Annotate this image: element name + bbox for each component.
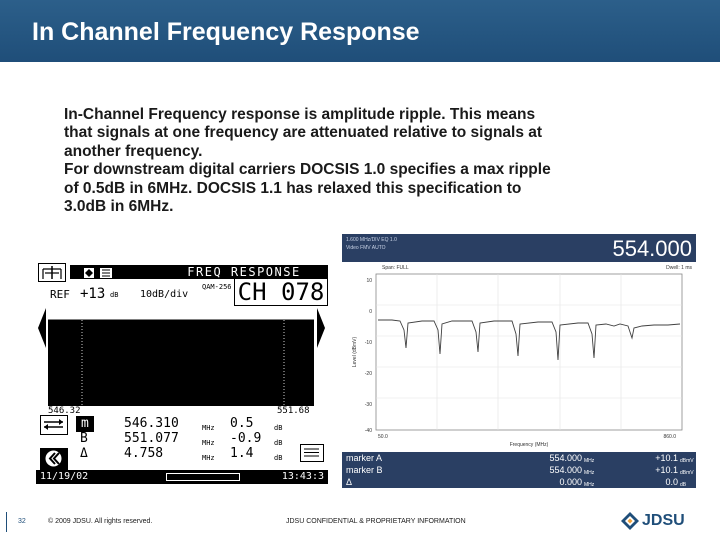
footer-divider — [6, 512, 7, 532]
marker-level-unit: dB — [274, 424, 283, 432]
meter-status-bar: 11/19/02 13:43:3 — [36, 470, 328, 484]
y-tick: -40 — [365, 428, 372, 434]
marker-label: Δ — [80, 446, 88, 461]
stop-frequency: 551.68 — [277, 406, 310, 416]
marker-level: 0.0 — [665, 477, 678, 487]
marker-label: m — [76, 416, 94, 432]
battery-icon — [166, 473, 240, 481]
meter-date: 11/19/02 — [40, 471, 89, 482]
body-text: In-Channel Frequency response is amplitu… — [64, 106, 551, 216]
spectrum-analyzer-screen: 1.600 MHz/DIV EQ 1.0 Video FMV AUTO 554.… — [342, 234, 696, 488]
analyzer-video-settings: Video FMV AUTO — [346, 245, 386, 251]
y-axis-label: Level (dBmV) — [352, 337, 358, 368]
marker-level-unit: dB — [680, 482, 687, 488]
y-tick: -10 — [365, 340, 372, 346]
modulation-label: QAM-256 — [202, 283, 232, 291]
marker-frequency-unit: MHz — [202, 454, 215, 462]
analyzer-plot: 10 0 -10 -20 -30 -40 50.0 860.0 Frequenc… — [352, 273, 683, 448]
marker-frequency-unit: MHz — [202, 439, 215, 447]
marker-level: -0.9 — [230, 431, 262, 446]
copyright-notice: © 2009 JDSU. All rights reserved. — [48, 518, 153, 525]
x-axis-label: Frequency (MHz) — [510, 442, 549, 448]
meter-mode-title: FREQ RESPONSE — [160, 265, 328, 279]
jdsu-logo-icon — [621, 512, 639, 530]
marker-frequency: 554.000 — [549, 465, 582, 475]
analyzer-marker-a-row: marker A 554.000 MHz +10.1 dBmV — [342, 452, 696, 464]
marker-frequency: 551.077 — [124, 431, 179, 446]
marker-frequency: 0.000 — [559, 477, 582, 487]
response-trace — [378, 319, 681, 361]
x-tick: 860.0 — [663, 434, 676, 440]
slide-header: In Channel Frequency Response — [0, 0, 720, 62]
ref-label: REF — [50, 288, 70, 301]
slide-title: In Channel Frequency Response — [32, 18, 420, 46]
start-frequency: 546.32 — [48, 406, 81, 416]
y-tick: -20 — [365, 371, 372, 377]
marker-level: +10.1 — [655, 453, 678, 463]
y-tick: 0 — [369, 309, 372, 315]
analyzer-header: 1.600 MHz/DIV EQ 1.0 Video FMV AUTO 554.… — [342, 234, 696, 262]
y-tick: -30 — [365, 402, 372, 408]
arrow-left-icon[interactable] — [37, 306, 47, 350]
ref-unit: dB — [110, 291, 119, 299]
marker-frequency-unit: MHz — [584, 458, 595, 464]
marker-frequency-unit: MHz — [202, 424, 215, 432]
ref-value: +13 — [80, 286, 106, 302]
analyzer-settings: 1.600 MHz/DIV EQ 1.0 — [346, 237, 397, 243]
marker-label: B — [80, 431, 88, 446]
meter-time: 13:43:3 — [281, 471, 324, 482]
scale-value: 10dB/div — [140, 289, 189, 300]
marker-row-delta: Δ 4.758 MHz 1.4 dB — [72, 446, 300, 462]
dwell-label: Dwell: 1 ms — [666, 265, 692, 271]
analyzer-marker-delta-row: Δ 0.000 MHz 0.0 dB — [342, 476, 696, 488]
jdsu-logo: JDSU — [620, 508, 704, 536]
arrow-right-icon[interactable] — [316, 306, 326, 350]
marker-level-unit: dB — [274, 454, 283, 462]
marker-icon[interactable] — [40, 415, 68, 435]
marker-level-unit: dBmV — [680, 458, 694, 464]
page-number: 32 — [18, 518, 26, 525]
meter-top-bar: FREQ RESPONSE — [36, 262, 328, 282]
y-tick: 10 — [366, 278, 372, 284]
channel-display: CH 078 — [234, 278, 328, 306]
marker-frequency: 4.758 — [124, 446, 164, 461]
x-tick: 50.0 — [378, 434, 388, 440]
marker-row-m: m 546.310 MHz 0.5 dB — [72, 416, 300, 432]
confidential-notice: JDSU CONFIDENTIAL & PROPRIETARY INFORMAT… — [286, 518, 466, 525]
marker-frequency: 546.310 — [124, 416, 179, 431]
center-frequency: 554.000 — [612, 236, 692, 261]
menu-icon[interactable] — [300, 444, 324, 462]
back-icon[interactable] — [40, 448, 68, 470]
marker-level: 1.4 — [230, 446, 254, 461]
marker-name: marker B — [346, 465, 383, 475]
marker-frequency: 554.000 — [549, 453, 582, 463]
marker-frequency-unit: MHz — [584, 470, 595, 476]
freq-response-meter-screen: FREQ RESPONSE REF +13 dB 10dB/div QAM-25… — [36, 262, 328, 484]
antenna-icon[interactable] — [38, 263, 66, 282]
marker-name: Δ — [346, 477, 353, 487]
marker-level: +10.1 — [655, 465, 678, 475]
marker-level-unit: dBmV — [680, 470, 694, 476]
marker-level-unit: dB — [274, 439, 283, 447]
marker-frequency-unit: MHz — [584, 482, 595, 488]
marker-row-b: B 551.077 MHz -0.9 dB — [72, 431, 300, 447]
marker-name: marker A — [346, 453, 383, 463]
meter-status-icons — [70, 265, 160, 279]
marker-level: 0.5 — [230, 416, 254, 431]
span-label: Span: FULL — [382, 265, 409, 271]
jdsu-logo-text: JDSU — [642, 512, 685, 529]
analyzer-marker-b-row: marker B 554.000 MHz +10.1 dBmV — [342, 464, 696, 476]
meter-response-plot — [48, 306, 314, 406]
